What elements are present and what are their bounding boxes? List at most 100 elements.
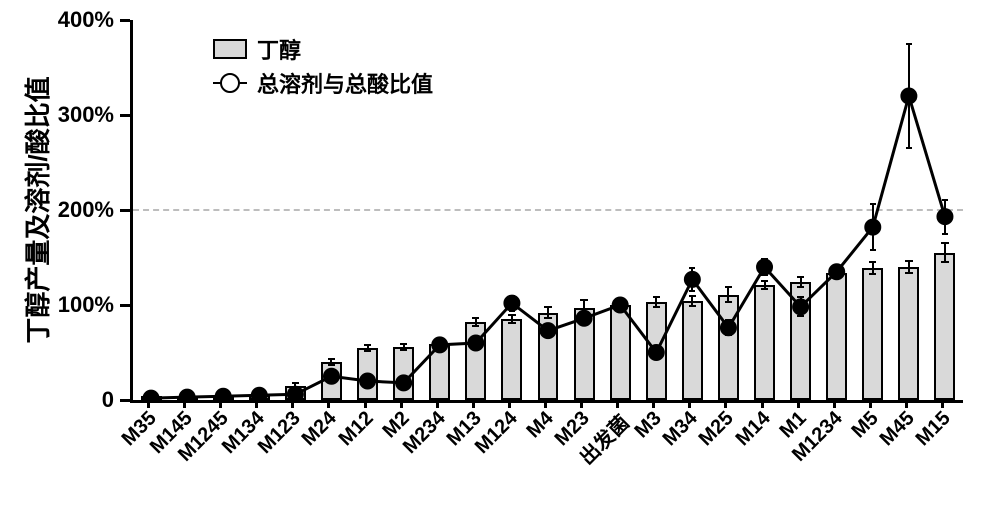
line-errorbar-cap <box>364 384 370 386</box>
line-errorbar-cap <box>473 337 479 339</box>
line-errorbar-cap <box>942 199 948 201</box>
bar-errorbar-cap <box>941 242 948 244</box>
x-tick-label: M45 <box>876 407 920 451</box>
x-tick-mark <box>508 400 511 408</box>
line-errorbar-cap <box>725 319 731 321</box>
reference-line <box>133 209 963 211</box>
line-errorbar-cap <box>437 349 443 351</box>
line-errorbar-cap <box>328 380 334 382</box>
line-errorbar <box>727 320 729 335</box>
line-errorbar-cap <box>256 395 262 397</box>
bar-errorbar-cap <box>472 317 479 319</box>
bar-errorbar-cap <box>328 358 335 360</box>
line-errorbar <box>908 44 910 149</box>
legend: 丁醇总溶剂与总酸比值 <box>213 31 433 101</box>
bar <box>501 319 522 400</box>
bar-errorbar-cap <box>905 272 912 274</box>
line-errorbar-cap <box>328 371 334 373</box>
line-errorbar-cap <box>834 265 840 267</box>
x-tick-label: M12 <box>334 407 378 451</box>
line-errorbar-cap <box>364 376 370 378</box>
line-errorbar <box>872 204 874 250</box>
line-errorbar-cap <box>545 334 551 336</box>
x-tick-mark <box>616 400 619 408</box>
x-tick-mark <box>400 400 403 408</box>
bar-errorbar-cap <box>328 364 335 366</box>
bar-errorbar-cap <box>797 276 804 278</box>
bar-errorbar-cap <box>508 322 515 324</box>
line-errorbar-cap <box>220 396 226 398</box>
line-errorbar-cap <box>689 290 695 292</box>
bar-errorbar-cap <box>905 260 912 262</box>
line-errorbar-cap <box>617 310 623 312</box>
line-errorbar-cap <box>401 378 407 380</box>
bar-errorbar-cap <box>653 306 660 308</box>
line-errorbar-cap <box>870 203 876 205</box>
line-errorbar <box>691 268 693 291</box>
x-tick-mark <box>327 400 330 408</box>
y-tick-mark <box>120 304 130 307</box>
line-errorbar-cap <box>797 296 803 298</box>
line-errorbar-cap <box>653 356 659 358</box>
bar-errorbar-cap <box>544 317 551 319</box>
bar <box>898 267 919 400</box>
x-tick-mark <box>833 400 836 408</box>
line-errorbar-cap <box>906 43 912 45</box>
x-tick-label: M34 <box>659 407 703 451</box>
line-errorbar <box>764 259 766 274</box>
x-tick-mark <box>291 400 294 408</box>
x-tick-mark <box>472 400 475 408</box>
line-errorbar-cap <box>761 274 767 276</box>
bar <box>465 322 486 400</box>
x-tick-mark <box>436 400 439 408</box>
y-tick-label: 100% <box>0 292 114 318</box>
legend-label: 总溶剂与总酸比值 <box>257 67 433 99</box>
line-errorbar-cap <box>509 295 515 297</box>
bar-errorbar-cap <box>869 261 876 263</box>
chart-container: 丁醇产量及溶剂/酸比值 0100%200%300%400% M35M145M12… <box>0 0 1000 516</box>
bar-errorbar-cap <box>292 382 299 384</box>
x-tick-mark <box>724 400 727 408</box>
line-errorbar-cap <box>942 233 948 235</box>
x-tick-mark <box>219 400 222 408</box>
x-tick-mark <box>652 400 655 408</box>
line-errorbar-cap <box>834 276 840 278</box>
x-tick-mark <box>941 400 944 408</box>
legend-item: 丁醇 <box>213 33 433 65</box>
x-tick-mark <box>869 400 872 408</box>
line-errorbar-cap <box>653 347 659 349</box>
line-errorbar-cap <box>184 397 190 399</box>
bar <box>610 305 631 400</box>
bar <box>754 285 775 400</box>
legend-label: 丁醇 <box>257 33 301 65</box>
bar-errorbar <box>944 243 946 262</box>
bar-errorbar-cap <box>797 286 804 288</box>
bar-errorbar-cap <box>364 344 371 346</box>
line-errorbar <box>800 297 802 316</box>
line-errorbar-cap <box>581 312 587 314</box>
x-tick-mark <box>905 400 908 408</box>
line-errorbar <box>511 296 513 311</box>
x-tick-label: M15 <box>912 407 956 451</box>
bar <box>429 344 450 400</box>
bar-errorbar-cap <box>869 273 876 275</box>
y-tick-label: 400% <box>0 7 114 33</box>
bar <box>357 348 378 400</box>
line-errorbar-cap <box>401 386 407 388</box>
x-tick-label: M14 <box>731 407 775 451</box>
line-errorbar-cap <box>725 334 731 336</box>
bar-errorbar-cap <box>725 286 732 288</box>
x-tick-label: M25 <box>695 407 739 451</box>
y-tick-mark <box>120 399 130 402</box>
bar-errorbar-cap <box>689 305 696 307</box>
bar-errorbar-cap <box>472 325 479 327</box>
bar <box>682 301 703 400</box>
line-errorbar-cap <box>870 249 876 251</box>
legend-swatch-bar <box>213 39 247 59</box>
line-errorbar-cap <box>545 325 551 327</box>
y-tick-mark <box>120 19 130 22</box>
bar-errorbar-cap <box>941 261 948 263</box>
bar <box>862 268 883 400</box>
y-tick-mark <box>120 114 130 117</box>
line-errorbar-cap <box>292 391 298 393</box>
